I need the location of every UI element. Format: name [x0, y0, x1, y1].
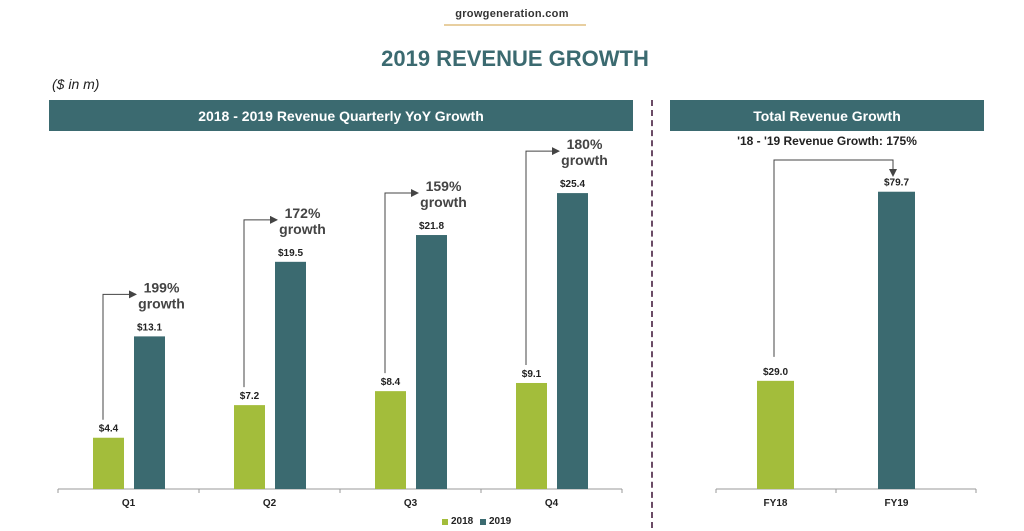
growth-arrow-q1: [102, 290, 137, 420]
total-growth-arrow: [773, 159, 897, 357]
bar-2019-q4: [557, 193, 588, 489]
growth-arrow-q4: [525, 147, 560, 365]
quarterly-chart-banner: 2018 - 2019 Revenue Quarterly YoY Growth: [49, 100, 633, 131]
growth-word-q4: growth: [561, 152, 608, 168]
total-growth-subtitle: '18 - '19 Revenue Growth: 175%: [737, 134, 917, 148]
site-underline: [444, 24, 586, 26]
growth-arrow-q2: [243, 215, 278, 388]
growth-word-q3: growth: [420, 194, 467, 210]
data-label-2018-q1: $4.4: [99, 424, 119, 435]
bar-2018-q3: [375, 391, 406, 489]
x-tick-label-q2: Q2: [263, 498, 277, 509]
data-label-2019-q2: $19.5: [278, 248, 303, 259]
bar-2018-q4: [516, 382, 547, 489]
bar-2019-q3: [416, 235, 447, 489]
legend-item-2019: 2019: [480, 516, 511, 527]
growth-word-q1: growth: [138, 295, 185, 311]
x-tick-label-q4: Q4: [545, 498, 559, 509]
legend-label-2018: 2018: [451, 516, 474, 527]
data-label-2019-q4: $25.4: [560, 179, 585, 190]
growth-arrow-q3: [384, 189, 419, 374]
growth-pct-q1: 199%: [144, 279, 180, 295]
legend-swatch-2018: [442, 518, 448, 525]
x-tick-label-q3: Q3: [404, 498, 418, 509]
data-label-2018-q4: $9.1: [522, 369, 542, 380]
site-url: growgeneration.com: [455, 8, 569, 20]
page-title: 2019 REVENUE GROWTH: [381, 46, 649, 71]
data-label-fy19: $79.7: [884, 178, 909, 189]
data-label-2019-q3: $21.8: [419, 221, 444, 232]
bar-2018-q1: [93, 437, 124, 489]
growth-pct-q2: 172%: [285, 205, 321, 221]
legend-swatch-2019: [480, 518, 486, 525]
bar-2019-q2: [275, 261, 306, 489]
total-chart-banner: Total Revenue Growth: [670, 100, 984, 131]
x-tick-label-fy19: FY19: [885, 498, 909, 509]
data-label-2018-q2: $7.2: [240, 391, 260, 402]
growth-pct-q4: 180%: [567, 136, 603, 152]
bar-fy18: [757, 380, 794, 489]
data-label-2019-q1: $13.1: [137, 322, 162, 333]
bar-2019-q1: [134, 336, 165, 489]
panel-divider: [651, 100, 653, 528]
data-label-2018-q3: $8.4: [381, 377, 401, 388]
legend-label-2019: 2019: [489, 516, 512, 527]
unit-note: ($ in m): [52, 76, 100, 92]
bar-fy19: [878, 191, 915, 489]
bar-2018-q2: [234, 405, 265, 489]
legend-item-2018: 2018: [442, 516, 473, 527]
x-tick-label-fy18: FY18: [764, 498, 788, 509]
data-label-fy18: $29.0: [763, 367, 788, 378]
growth-word-q2: growth: [279, 221, 326, 237]
growth-pct-q3: 159%: [426, 178, 462, 194]
x-tick-label-q1: Q1: [122, 498, 136, 509]
